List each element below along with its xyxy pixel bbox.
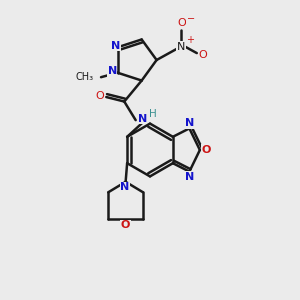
Text: O: O [198,50,207,60]
Text: O: O [202,145,211,155]
Text: N: N [185,118,194,128]
Text: O: O [177,18,186,28]
Text: N: N [138,114,147,124]
Text: N: N [111,41,121,51]
Text: +: + [186,35,194,45]
Text: O: O [95,91,104,100]
Text: N: N [107,66,117,76]
Text: O: O [121,220,130,230]
Text: CH₃: CH₃ [75,72,94,82]
Text: H: H [148,109,156,118]
Text: N: N [177,41,185,52]
Text: N: N [185,172,194,182]
Text: −: − [187,14,195,24]
Text: N: N [120,182,130,192]
